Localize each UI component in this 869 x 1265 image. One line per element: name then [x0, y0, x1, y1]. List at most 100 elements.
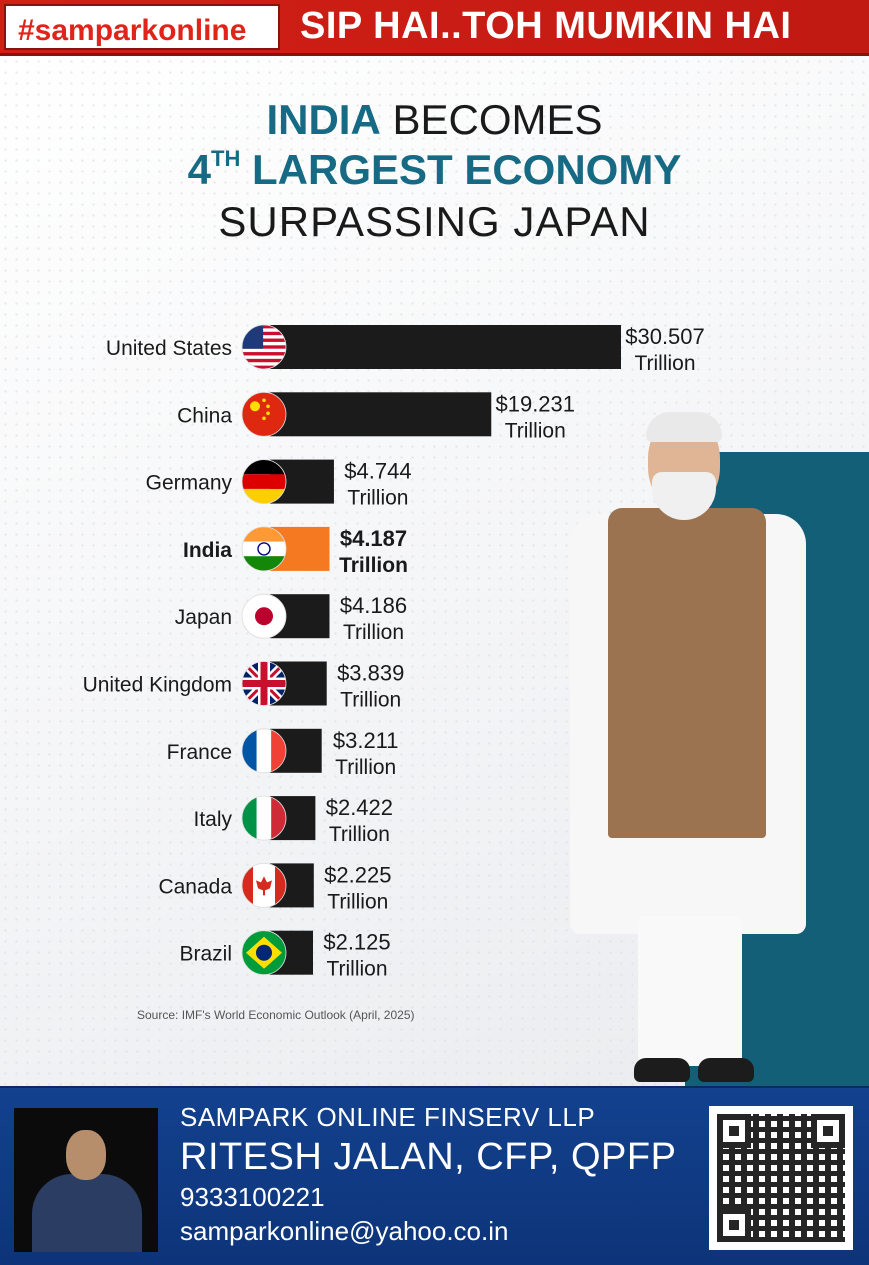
headline-line-2-rest: LARGEST ECONOMY [240, 146, 682, 193]
flag-usa-icon-part [242, 352, 286, 356]
flag-china-icon-part [250, 401, 260, 412]
top-banner: #samparkonline SIP HAI..TOH MUMKIN HAI [0, 0, 869, 56]
flag-france-icon [242, 728, 286, 773]
headline-rank-suffix: TH [211, 146, 241, 171]
flag-germany-icon-part [242, 488, 286, 504]
leader-portrait [560, 412, 810, 1086]
flag-japan-icon-part [255, 607, 273, 626]
flag-china-icon-part [262, 416, 266, 421]
flag-italy-icon-part [271, 796, 286, 841]
email-address[interactable]: samparkonline@yahoo.co.in [180, 1216, 509, 1246]
advisor-photo-body [32, 1174, 142, 1252]
value-label: $4.744 [344, 459, 411, 484]
value-label: $2.125 [323, 930, 390, 955]
flag-italy-icon-part [242, 796, 257, 841]
flag-italy-icon-part [256, 796, 272, 841]
flag-china-icon [242, 392, 286, 437]
flag-brazil-icon-border [241, 930, 287, 976]
advisor-photo [14, 1108, 158, 1252]
unit-label: Trillion [505, 419, 566, 442]
flag-germany-icon-part [242, 474, 286, 489]
flag-canada-icon-leaf [256, 876, 272, 896]
unit-label: Trillion [335, 756, 396, 779]
flag-usa-icon-part [242, 338, 286, 342]
advisor-photo-face [66, 1130, 106, 1180]
infographic-poster: INDIA BECOMES 4TH LARGEST ECONOMY SURPAS… [0, 56, 869, 1086]
bar [270, 325, 621, 369]
value-label: $3.839 [337, 661, 404, 686]
bar-row: United States $30.507 Trillion [106, 324, 705, 375]
flag-france-icon-part [256, 728, 272, 773]
value-label: $2.225 [324, 862, 391, 887]
bar-row: France $3.211 Trillion [167, 728, 399, 779]
flag-usa-icon-part [242, 358, 286, 363]
value-label: $3.211 [333, 728, 399, 753]
flag-usa-icon [242, 325, 286, 369]
category-label: India [183, 539, 232, 562]
flag-india-icon-part [242, 556, 286, 571]
hashtag-text: #samparkonline [18, 14, 247, 47]
value-label: $2.422 [326, 795, 393, 820]
bar-row: Italy $2.422 Trillion [193, 795, 393, 846]
headline-highlight: INDIA [266, 96, 381, 143]
headline-line-1: INDIA BECOMES [0, 96, 869, 144]
slogan-text: SIP HAI..TOH MUMKIN HAI [300, 5, 792, 47]
bar-row: Canada $2.225 Trillion [158, 862, 391, 913]
category-label: Japan [175, 606, 232, 629]
flag-india-icon-part [242, 526, 286, 542]
flag-brazil-icon [242, 930, 286, 975]
flag-germany-icon-border [241, 459, 287, 505]
flag-france-icon-part [242, 728, 257, 773]
flag-india-icon-chakra [257, 542, 271, 556]
category-label: United States [106, 337, 232, 360]
unit-label: Trillion [347, 487, 408, 510]
flag-japan-icon-border [241, 593, 287, 639]
phone-number[interactable]: 9333100221 [180, 1182, 325, 1212]
value-label: $19.231 [495, 391, 575, 416]
flag-usa-icon-part [242, 325, 286, 329]
flag-france-icon-border [241, 728, 287, 774]
category-label: United Kingdom [83, 674, 232, 697]
unit-label: Trillion [343, 621, 404, 644]
advisor-name: RITESH JALAN, CFP, QPFP [180, 1136, 677, 1178]
bar [270, 392, 492, 437]
headline-line-2: 4TH LARGEST ECONOMY [0, 146, 869, 194]
portrait-shoe-left [634, 1058, 690, 1082]
flag-canada-icon-part [242, 863, 253, 908]
flag-japan-icon [242, 594, 286, 639]
flag-india-icon-part [242, 541, 286, 557]
flag-usa-icon-border [241, 324, 287, 370]
portrait-hair [646, 412, 722, 442]
category-label: Canada [158, 875, 232, 898]
flag-india-icon-border [241, 526, 287, 572]
contact-footer: SAMPARK ONLINE FINSERV LLP RITESH JALAN,… [0, 1086, 869, 1265]
qr-finder-bottom-left [717, 1208, 751, 1242]
hashtag-box: #samparkonline [4, 4, 280, 50]
company-name: SAMPARK ONLINE FINSERV LLP [180, 1102, 596, 1132]
bar-row: Japan $4.186 Trillion [175, 593, 407, 644]
qr-code-icon[interactable] [709, 1106, 853, 1250]
flag-brazil-icon-part [256, 944, 272, 961]
unit-label: Trillion [339, 554, 408, 577]
unit-label: Trillion [340, 689, 401, 712]
qr-finder-top-left [717, 1114, 751, 1148]
flag-uk-icon-border [241, 661, 287, 706]
bar-row: China $19.231 Trillion [177, 391, 575, 442]
flag-germany-icon-part [242, 459, 286, 475]
bar-row: Brazil $2.125 Trillion [179, 930, 390, 981]
qr-code-pattern [717, 1114, 845, 1242]
bar-row: United Kingdom $3.839 Trillion [83, 661, 405, 712]
flag-china-icon-part [266, 411, 270, 416]
category-label: China [177, 404, 232, 427]
flag-india-icon [242, 526, 286, 571]
flag-canada-icon-part [275, 863, 286, 908]
flag-france-icon-part [271, 728, 286, 773]
flag-canada-icon [242, 863, 286, 908]
flag-canada-icon-border [241, 863, 287, 908]
bar-row: India $4.187 Trillion [183, 526, 408, 577]
chart-source: Source: IMF's World Economic Outlook (Ap… [137, 1008, 415, 1022]
portrait-shoe-right [698, 1058, 754, 1082]
headline-line-1-rest: BECOMES [380, 96, 603, 143]
gdp-bar-chart: United States $30.507 Trillion China $19.231… [83, 324, 705, 981]
flag-usa-icon-part [242, 365, 286, 369]
